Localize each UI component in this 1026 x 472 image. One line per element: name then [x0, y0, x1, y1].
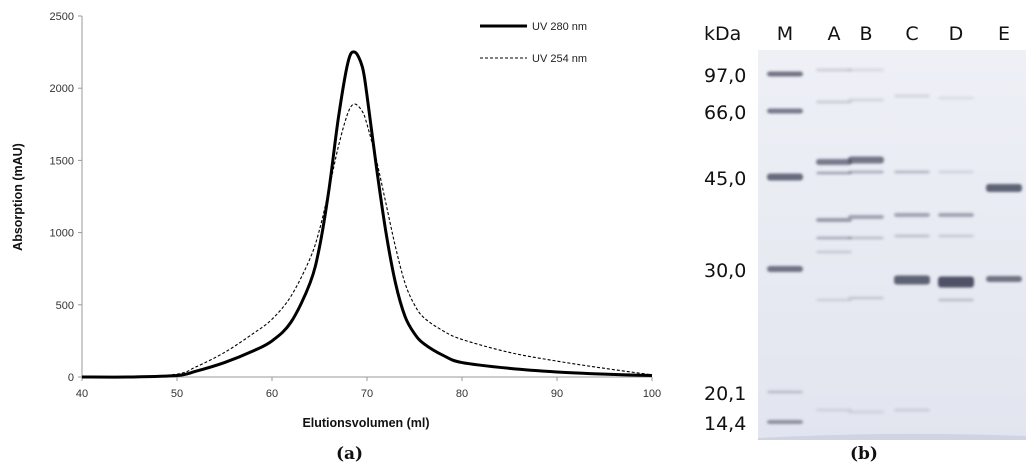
gel-band	[938, 96, 974, 100]
marker-label: 45,0	[704, 168, 746, 190]
legend-label-uv254: UV 254 nm	[532, 53, 587, 65]
y-tick-label: 500	[56, 300, 74, 312]
lane-label: B	[859, 23, 872, 45]
marker-label: 66,0	[704, 102, 746, 124]
y-tick-group: 0 500 1000 1500 2000 2500	[50, 11, 82, 384]
gel-band	[816, 298, 852, 302]
gel-bottom-edge	[758, 433, 1026, 440]
marker-label: 14,4	[704, 413, 746, 435]
legend-label-uv280: UV 280 nm	[532, 21, 587, 33]
series-group	[81, 50, 653, 379]
marker-label: 97,0	[704, 65, 746, 87]
y-tick-label: 1500	[50, 155, 74, 167]
gel-band	[894, 170, 930, 174]
gel-band	[816, 236, 852, 240]
x-tick-label: 100	[643, 388, 661, 400]
gel-band	[816, 159, 852, 165]
gel-band-group	[767, 68, 1022, 424]
gel-band	[894, 94, 930, 98]
gel-band	[848, 410, 884, 414]
gel-band	[894, 275, 930, 285]
chart-legend: UV 280 nm UV 254 nm	[480, 21, 587, 65]
gel-band	[816, 408, 852, 412]
chromatogram-chart: 0 500 1000 1500 2000 2500 40 50 60 70 80 90 100 Elu…	[11, 11, 661, 430]
lane-label: A	[828, 23, 841, 45]
gel-band	[767, 420, 803, 424]
chart-axes	[81, 16, 652, 378]
x-tick-group: 40 50 60 70 80 90 100	[76, 377, 661, 400]
y-tick-label: 2000	[50, 83, 74, 95]
gel-band	[848, 98, 884, 102]
x-tick-label: 40	[76, 388, 88, 400]
y-tick-label: 2500	[50, 11, 74, 23]
gel-band	[816, 218, 852, 222]
gel-band	[767, 266, 803, 272]
gel-band	[816, 68, 852, 72]
lane-label: M	[777, 23, 793, 45]
gel-band	[894, 213, 930, 217]
gel-band	[938, 213, 974, 217]
gel-band	[816, 100, 852, 104]
x-tick-label: 60	[266, 388, 278, 400]
gel-unit-label: kDa	[704, 23, 741, 45]
lane-label: C	[905, 23, 918, 45]
series-line-uv254	[81, 103, 653, 378]
gel-band	[767, 71, 803, 77]
series-line-uv280	[81, 50, 653, 379]
gel-band	[848, 296, 884, 300]
x-axis-title: Elutionsvolumen (ml)	[302, 416, 429, 430]
gel-band	[848, 170, 884, 174]
gel-band	[894, 408, 930, 412]
gel-band	[986, 184, 1022, 192]
gel-band	[767, 173, 803, 181]
gel-band	[938, 170, 974, 174]
gel-band	[938, 298, 974, 302]
gel-band	[848, 68, 884, 72]
x-tick-label: 70	[361, 388, 373, 400]
gel-band	[986, 276, 1022, 282]
gel-background	[758, 50, 1026, 440]
chromatogram-panel: 0 500 1000 1500 2000 2500 40 50 60 70 80 90 100 Elu…	[11, 11, 661, 464]
x-tick-label: 50	[171, 388, 183, 400]
gel-band	[767, 390, 803, 394]
gel-band	[848, 156, 884, 164]
gel-band	[767, 108, 803, 114]
gel-band	[816, 171, 852, 175]
marker-label: 20,1	[704, 383, 746, 405]
figure-a-caption: (a)	[336, 444, 364, 464]
gel-band	[848, 215, 884, 219]
x-tick-label: 90	[551, 388, 563, 400]
x-tick-label: 80	[456, 388, 468, 400]
gel-band	[894, 234, 930, 238]
gel-band	[816, 250, 852, 254]
y-tick-label: 0	[68, 372, 74, 384]
lane-label: E	[998, 23, 1010, 45]
gel-band	[938, 234, 974, 238]
marker-label: 30,0	[704, 260, 746, 282]
gel-band	[848, 236, 884, 240]
marker-label-group: 97,0 66,0 45,0 30,0 20,1 14,4	[704, 65, 746, 435]
y-tick-label: 1000	[50, 228, 74, 240]
figure-b-caption: (b)	[850, 444, 878, 464]
gel-band	[938, 276, 974, 288]
y-axis-title: Absorption (mAU)	[11, 143, 25, 251]
lane-label: D	[949, 23, 964, 45]
